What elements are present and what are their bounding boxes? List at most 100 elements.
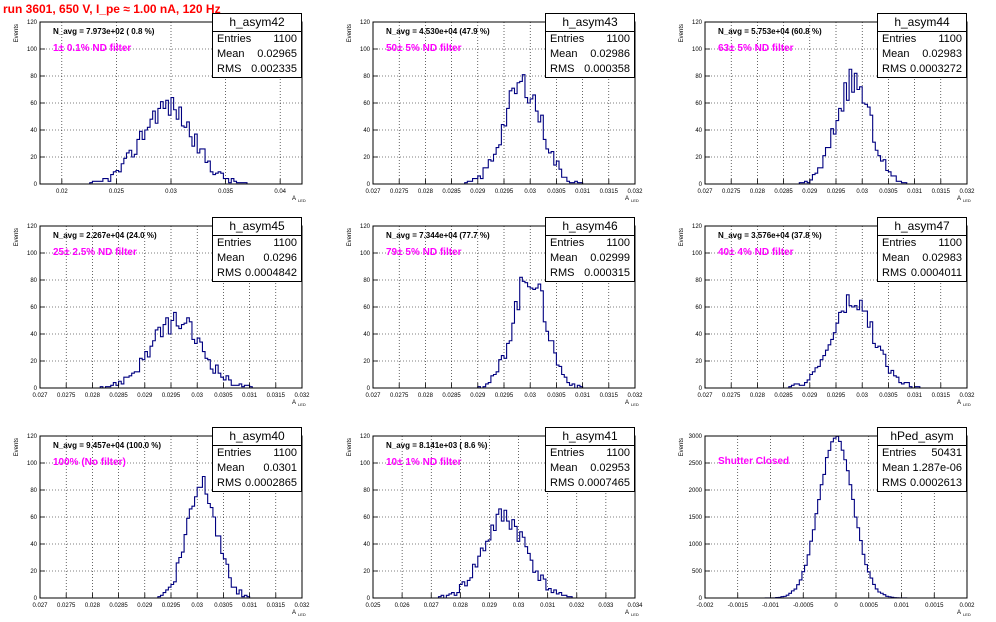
filter-label: 100% (No filter): [53, 457, 126, 468]
x-tick-label: 0.03: [513, 603, 525, 609]
stats-value: 0.02953: [590, 462, 630, 474]
y-axis-title: Events: [14, 228, 20, 246]
x-tick-label: -0.0005: [793, 603, 814, 609]
stats-value: 0.0296: [263, 252, 297, 264]
x-axis-title-sub: LED: [631, 402, 639, 407]
stats-label: Entries: [217, 447, 252, 459]
y-tick-label: 100: [360, 251, 371, 257]
filter-label: 1± 0.1% ND filter: [53, 43, 132, 54]
x-tick-label: 0.029: [470, 189, 486, 195]
filter-label: 79± 5% ND filter: [386, 247, 462, 258]
stats-row: Entries 1100: [550, 446, 630, 461]
filter-label: 10± 1% ND filter: [386, 457, 462, 468]
stats-label: RMS: [882, 267, 907, 279]
stats-label: Mean: [550, 462, 578, 474]
stats-value: 0.0002865: [245, 477, 297, 489]
histogram-name: h_asym42: [213, 14, 301, 32]
y-tick-label: 0: [367, 182, 371, 188]
x-tick-label: 0.031: [242, 603, 258, 609]
x-tick-label: 0.0305: [879, 393, 898, 399]
x-axis-title: A: [957, 196, 961, 202]
run-title: run 3601, 650 V, I_pe ≈ 1.00 nA, 120 Hz: [3, 2, 221, 16]
stats-row: Entries 1100: [217, 446, 297, 461]
y-tick-label: 80: [363, 488, 370, 494]
x-axis-title: A: [292, 610, 296, 616]
stats-label: RMS: [550, 267, 575, 279]
y-tick-label: 100: [692, 47, 703, 53]
y-tick-label: 100: [692, 251, 703, 257]
filter-label: 50± 5% ND filter: [386, 43, 462, 54]
stats-value: 1100: [606, 33, 630, 45]
stats-label: RMS: [882, 477, 907, 489]
x-tick-label: 0.029: [470, 393, 486, 399]
stats-label: Entries: [882, 237, 917, 249]
histogram-panel: 0.02 0.025 0.03 0.035 0.04 0 20 40 60 80 100 120 Eve…: [14, 13, 306, 203]
y-tick-label: 2500: [689, 461, 703, 467]
x-tick-label: 0.025: [365, 603, 381, 609]
stats-label: Mean: [217, 48, 245, 60]
y-tick-label: 80: [30, 74, 37, 80]
x-axis-title-sub: LED: [298, 612, 306, 617]
stats-value: 1100: [938, 33, 962, 45]
x-tick-label: 0.0295: [827, 393, 846, 399]
x-tick-label: 0.0275: [722, 189, 741, 195]
x-tick-label: 0.027: [32, 393, 48, 399]
y-axis-title: Events: [14, 438, 20, 456]
x-tick-label: 0.027: [697, 189, 713, 195]
x-tick-label: 0.031: [242, 393, 258, 399]
histogram-plot: 0.027 0.0275 0.028 0.0285 0.029 0.0295 0.03 0.0…: [347, 224, 643, 407]
stats-row: Mean 0.02986: [550, 47, 630, 62]
stats-label: Mean: [882, 252, 910, 264]
y-tick-label: 100: [27, 461, 38, 467]
stats-value: 0.02983: [922, 48, 962, 60]
y-tick-label: 60: [363, 101, 370, 107]
histogram-panel: -0.002 -0.0015 -0.001 -0.0005 0 0.0005 0.001 0.…: [679, 427, 975, 617]
stats-label: RMS: [217, 63, 242, 75]
y-axis-title: Events: [347, 438, 353, 456]
stats-row: RMS 0.000315: [550, 266, 630, 281]
navg-label: N_avg = 7.344e+04 (77.7 %): [386, 231, 490, 240]
stats-row: Mean 0.02999: [550, 251, 630, 266]
x-tick-label: 0.0305: [547, 393, 566, 399]
x-tick-label: 0.029: [137, 603, 153, 609]
y-tick-label: 20: [30, 359, 37, 365]
stats-value: 0.0007465: [578, 477, 630, 489]
navg-label: N_avg = 7.973e+02 ( 0.8 %): [53, 27, 155, 36]
stats-row: Entries 1100: [550, 236, 630, 251]
x-axis-title: A: [957, 610, 961, 616]
y-tick-label: 40: [363, 332, 370, 338]
x-tick-label: 0.0315: [600, 189, 619, 195]
x-tick-label: 0.0285: [109, 393, 128, 399]
histogram-panel: 0.027 0.0275 0.028 0.0285 0.029 0.0295 0.03 0.0…: [347, 217, 643, 407]
histogram-name: h_asym44: [878, 14, 966, 32]
y-tick-label: 80: [30, 278, 37, 284]
y-tick-label: 20: [695, 155, 702, 161]
stats-row: RMS 0.0007465: [550, 476, 630, 491]
stats-value: 0.02999: [590, 252, 630, 264]
x-axis-title: A: [292, 400, 296, 406]
y-tick-label: 20: [363, 155, 370, 161]
x-tick-label: 0.027: [32, 603, 48, 609]
y-tick-label: 80: [363, 74, 370, 80]
stats-value: 1100: [273, 33, 297, 45]
y-axis-title: Events: [14, 24, 20, 42]
stats-row: Mean 0.02953: [550, 461, 630, 476]
stats-label: Entries: [550, 33, 585, 45]
stats-box: h_asym46 Entries 1100 Mean 0.02999 RMS 0.00031…: [545, 217, 635, 282]
x-tick-label: 0.0295: [162, 393, 181, 399]
y-tick-label: 500: [692, 569, 703, 575]
stats-label: Entries: [217, 237, 252, 249]
navg-label: N_avg = 5.753e+04 (60.8 %): [718, 27, 822, 36]
x-tick-label: 0.029: [137, 393, 153, 399]
histogram-name: h_asym46: [546, 218, 634, 236]
stats-row: RMS 0.0004011: [882, 266, 962, 281]
x-tick-label: 0.035: [218, 189, 234, 195]
y-tick-label: 120: [360, 434, 371, 440]
x-tick-label: 0.028: [453, 603, 469, 609]
y-tick-label: 40: [30, 128, 37, 134]
histogram-name: h_asym47: [878, 218, 966, 236]
stats-label: Mean: [217, 462, 245, 474]
histogram-panel: 0.027 0.0275 0.028 0.0285 0.029 0.0295 0.03 0.0…: [14, 217, 310, 407]
stats-label: Mean: [550, 48, 578, 60]
